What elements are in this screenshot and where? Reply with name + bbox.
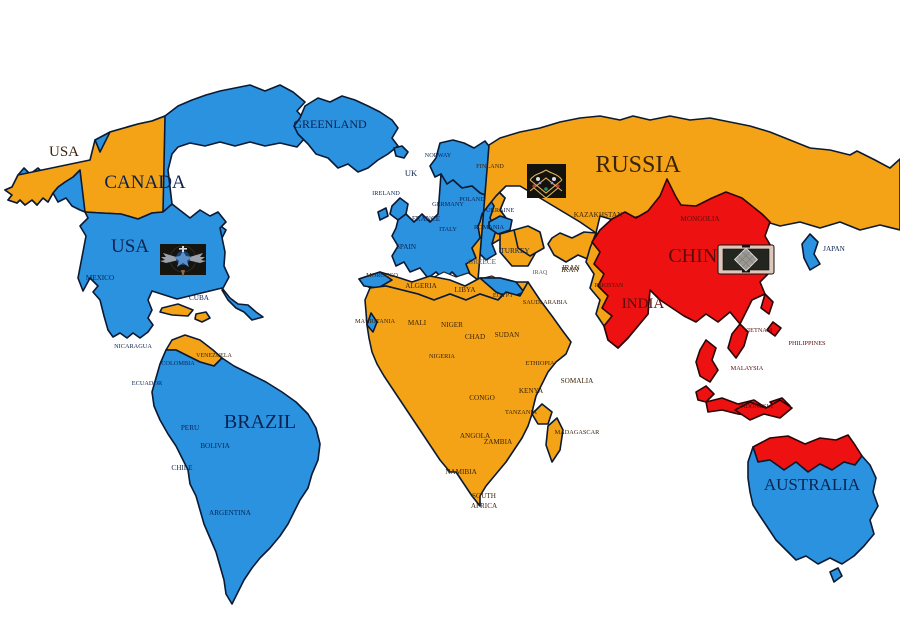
svg-text:CHAD: CHAD bbox=[465, 333, 485, 341]
svg-text:NAMIBIA: NAMIBIA bbox=[445, 468, 477, 476]
svg-text:MONGOLIA: MONGOLIA bbox=[680, 215, 720, 223]
svg-text:ETHIOPIA: ETHIOPIA bbox=[525, 360, 554, 367]
svg-text:MALI: MALI bbox=[408, 319, 427, 327]
svg-text:ITALY: ITALY bbox=[439, 226, 457, 233]
svg-text:FINLAND: FINLAND bbox=[476, 163, 504, 170]
svg-text:GREENLAND: GREENLAND bbox=[293, 117, 367, 131]
svg-text:CONGO: CONGO bbox=[469, 394, 495, 402]
svg-text:NIGERIA: NIGERIA bbox=[429, 353, 455, 360]
svg-text:BRAZIL: BRAZIL bbox=[224, 411, 296, 433]
svg-text:PAKISTAN: PAKISTAN bbox=[595, 283, 624, 289]
svg-text:AFRICA: AFRICA bbox=[471, 502, 498, 510]
svg-text:KAZAKHSTAN: KAZAKHSTAN bbox=[574, 211, 623, 219]
svg-text:PHILIPPINES: PHILIPPINES bbox=[788, 340, 826, 347]
svg-text:TURKEY: TURKEY bbox=[500, 247, 530, 255]
svg-text:ALGERIA: ALGERIA bbox=[405, 282, 437, 290]
svg-text:NORWAY: NORWAY bbox=[425, 152, 452, 159]
svg-text:CANADA: CANADA bbox=[104, 172, 186, 193]
svg-text:SUDAN: SUDAN bbox=[495, 331, 521, 339]
svg-text:LIBYA: LIBYA bbox=[454, 286, 476, 294]
svg-text:UK: UK bbox=[405, 168, 418, 178]
svg-text:UKRAINE: UKRAINE bbox=[486, 207, 514, 214]
svg-text:EGYPT: EGYPT bbox=[493, 292, 513, 299]
svg-text:CUBA: CUBA bbox=[189, 294, 210, 302]
svg-text:MADAGASCAR: MADAGASCAR bbox=[555, 429, 601, 436]
svg-text:CHILE: CHILE bbox=[171, 464, 193, 472]
svg-text:GREECE: GREECE bbox=[468, 258, 497, 266]
svg-text:RUSSIA: RUSSIA bbox=[595, 152, 681, 178]
svg-text:MAURITANIA: MAURITANIA bbox=[355, 318, 396, 325]
svg-text:POLAND: POLAND bbox=[459, 196, 485, 203]
svg-text:ECUADOR: ECUADOR bbox=[132, 380, 163, 387]
svg-text:SPAIN: SPAIN bbox=[396, 243, 417, 251]
svg-text:IRAQ: IRAQ bbox=[533, 270, 548, 276]
svg-text:MEXICO: MEXICO bbox=[86, 274, 114, 282]
svg-text:ZAMBIA: ZAMBIA bbox=[484, 438, 513, 446]
svg-text:USA: USA bbox=[49, 144, 79, 160]
svg-text:FRANCE: FRANCE bbox=[412, 215, 441, 223]
svg-text:VIETNAM: VIETNAM bbox=[743, 327, 772, 334]
svg-text:SAUDI ARABIA: SAUDI ARABIA bbox=[523, 299, 568, 306]
svg-text:NIGER: NIGER bbox=[441, 321, 463, 329]
svg-text:VENEZUELA: VENEZUELA bbox=[196, 353, 232, 359]
svg-text:TANZANIA: TANZANIA bbox=[505, 409, 537, 416]
svg-text:IRELAND: IRELAND bbox=[372, 190, 400, 197]
svg-text:ROMANIA: ROMANIA bbox=[474, 224, 505, 231]
svg-text:SOUTH: SOUTH bbox=[472, 492, 496, 500]
svg-text:PERU: PERU bbox=[181, 424, 200, 432]
svg-text:KENYA: KENYA bbox=[519, 387, 544, 395]
svg-text:AUSTRALIA: AUSTRALIA bbox=[764, 475, 861, 494]
svg-text:ARGENTINA: ARGENTINA bbox=[209, 509, 252, 517]
svg-text:COLOMBIA: COLOMBIA bbox=[161, 360, 195, 367]
svg-text:MALAYSIA: MALAYSIA bbox=[731, 365, 764, 372]
svg-text:MOROCCO: MOROCCO bbox=[366, 272, 398, 279]
svg-text:BOLIVIA: BOLIVIA bbox=[200, 442, 230, 450]
svg-text:INDONESIA: INDONESIA bbox=[739, 403, 774, 410]
svg-text:USA: USA bbox=[111, 236, 149, 257]
svg-text:JAPAN: JAPAN bbox=[823, 245, 846, 253]
svg-text:IRAN: IRAN bbox=[562, 264, 580, 272]
svg-text:SOMALIA: SOMALIA bbox=[561, 377, 595, 385]
svg-text:NICARAGUA: NICARAGUA bbox=[114, 343, 152, 350]
svg-text:INDIA: INDIA bbox=[622, 296, 665, 312]
